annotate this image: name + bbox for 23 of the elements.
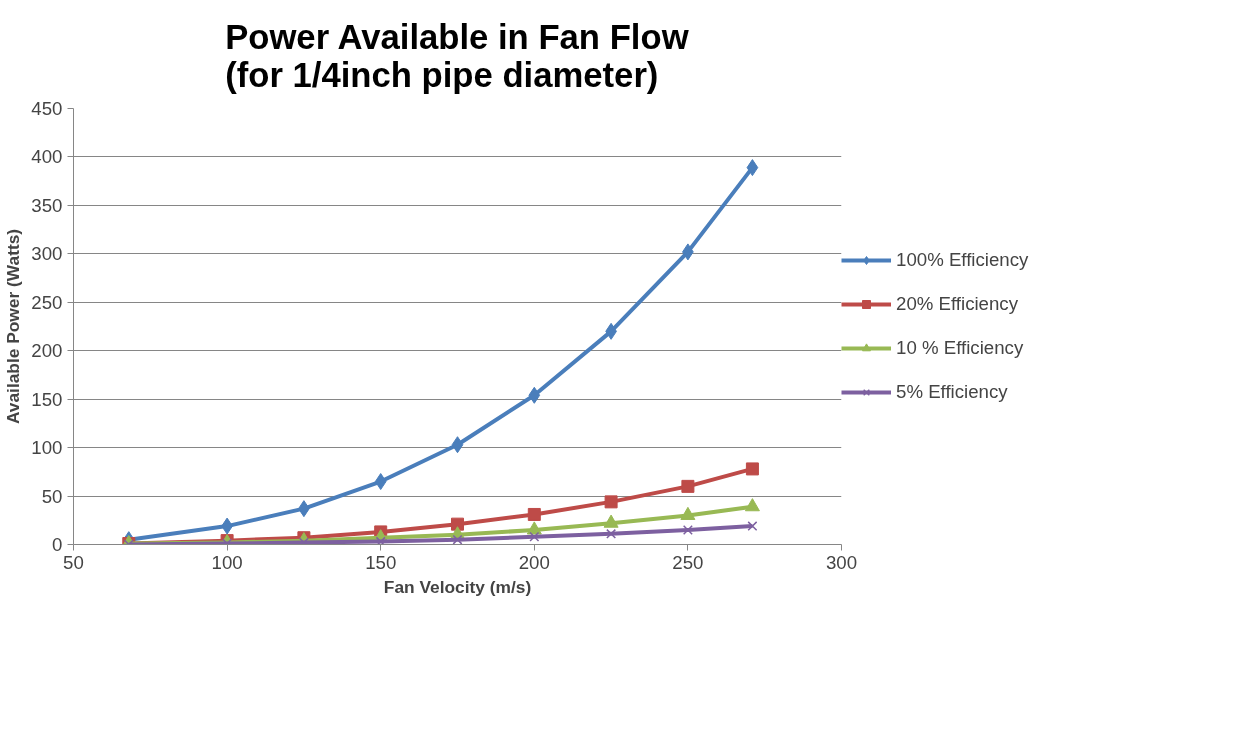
y-tick-label: 50 xyxy=(41,485,63,507)
y-tick-label: 450 xyxy=(31,98,63,119)
x-tick-label: 200 xyxy=(518,551,550,573)
x-tick-label: 150 xyxy=(365,551,397,573)
y-tick-label: 100 xyxy=(31,437,63,459)
legend-label: 5% Efficiency xyxy=(896,381,1008,403)
x-tick-label: 250 xyxy=(672,551,704,573)
y-tick-label: 250 xyxy=(31,291,63,313)
y-tick-label: 150 xyxy=(31,388,63,410)
y-tick-label: 350 xyxy=(31,194,63,216)
x-axis-title: Fan Velocity (m/s) xyxy=(383,576,532,597)
x-tick-label: 50 xyxy=(63,551,84,573)
y-tick-label: 300 xyxy=(31,243,63,265)
legend-label: 10 % Efficiency xyxy=(896,337,1024,359)
legend-label: 100% Efficiency xyxy=(896,249,1029,271)
y-tick-label: 400 xyxy=(31,146,63,168)
x-tick-label: 100 xyxy=(211,551,243,573)
legend-label: 20% Efficiency xyxy=(896,293,1019,315)
chart-title: Power Available in Fan Flow (for 1/4inch pipe diameter) xyxy=(225,17,690,94)
x-tick-label: 300 xyxy=(825,551,858,573)
y-axis-title: Available Power (Watts) xyxy=(3,228,24,425)
y-tick-label: 200 xyxy=(31,340,63,362)
y-tick-label: 0 xyxy=(52,534,63,555)
